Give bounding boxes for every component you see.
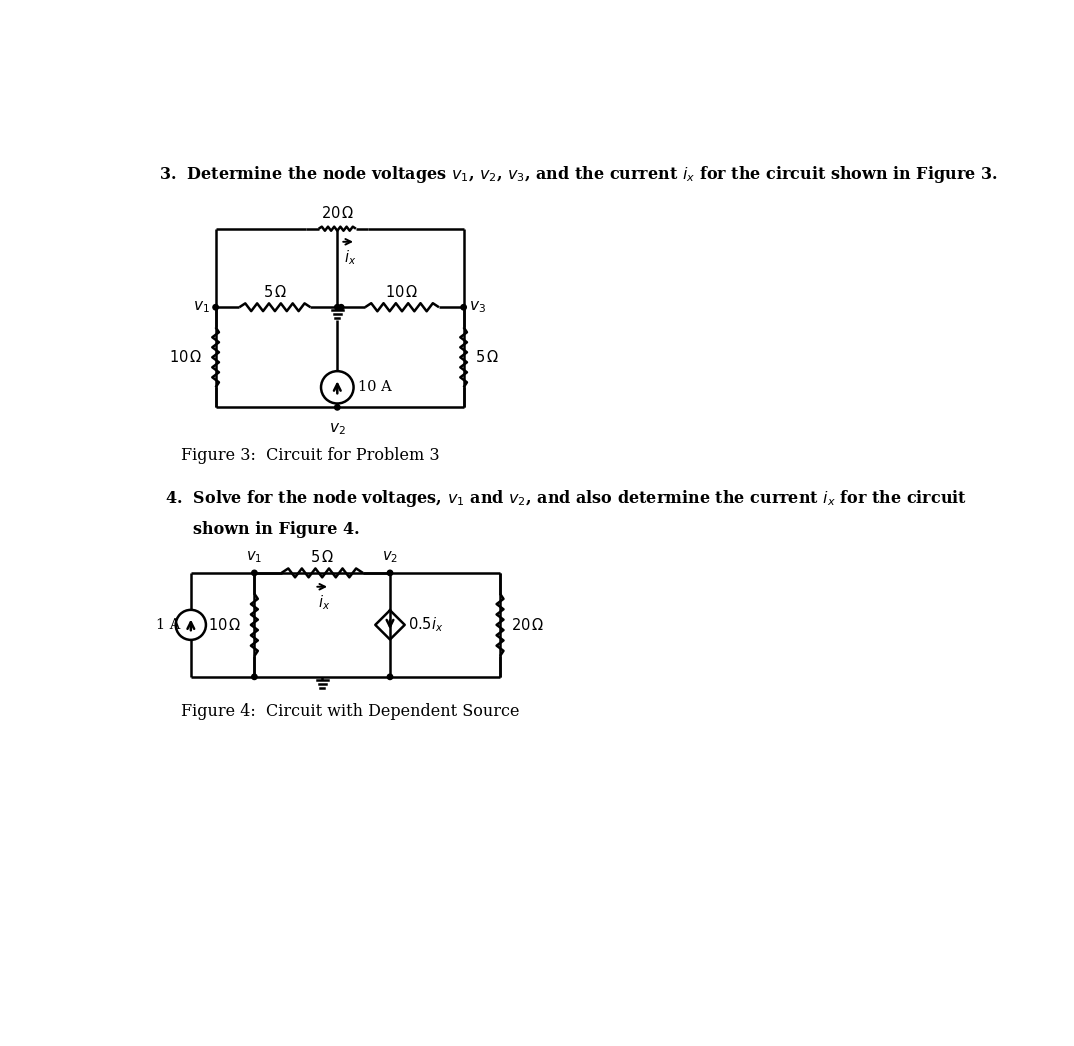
Text: $v_1$: $v_1$ <box>246 549 262 565</box>
Text: Figure 3:  Circuit for Problem 3: Figure 3: Circuit for Problem 3 <box>180 447 439 463</box>
Circle shape <box>461 304 466 310</box>
Text: $0.5i_x$: $0.5i_x$ <box>408 615 444 634</box>
Text: $i_x$: $i_x$ <box>344 248 355 267</box>
Text: 10 A: 10 A <box>359 381 392 394</box>
Circle shape <box>251 674 257 680</box>
Circle shape <box>213 304 218 310</box>
Circle shape <box>388 570 393 575</box>
Circle shape <box>335 405 340 410</box>
Circle shape <box>251 570 257 575</box>
Text: 4.  Solve for the node voltages, $v_1$ and $v_2$, and also determine the current: 4. Solve for the node voltages, $v_1$ an… <box>165 487 968 508</box>
Text: $5\,\Omega$: $5\,\Omega$ <box>263 283 287 299</box>
Circle shape <box>388 674 393 680</box>
Text: $20\,\Omega$: $20\,\Omega$ <box>320 205 354 221</box>
Text: $v_1$: $v_1$ <box>193 299 211 315</box>
Text: $10\,\Omega$: $10\,\Omega$ <box>386 283 419 299</box>
Text: $10\,\Omega$: $10\,\Omega$ <box>207 617 242 633</box>
Text: $v_2$: $v_2$ <box>329 422 346 437</box>
Text: $v_3$: $v_3$ <box>469 299 485 315</box>
Circle shape <box>338 304 344 310</box>
Text: $5\,\Omega$: $5\,\Omega$ <box>310 549 334 565</box>
Text: 3.  Determine the node voltages $v_1$, $v_2$, $v_3$, and the current $i_x$ for t: 3. Determine the node voltages $v_1$, $v… <box>159 164 998 185</box>
Circle shape <box>335 304 340 310</box>
Text: shown in Figure 4.: shown in Figure 4. <box>193 521 360 538</box>
Text: Figure 4:  Circuit with Dependent Source: Figure 4: Circuit with Dependent Source <box>180 703 519 720</box>
Text: $i_x$: $i_x$ <box>318 593 330 612</box>
Text: $20\,\Omega$: $20\,\Omega$ <box>511 617 545 633</box>
Text: 1 A: 1 A <box>157 618 180 632</box>
Text: $10\,\Omega$: $10\,\Omega$ <box>169 349 203 365</box>
Text: $v_2$: $v_2$ <box>382 549 398 565</box>
Text: $5\,\Omega$: $5\,\Omega$ <box>476 349 499 365</box>
